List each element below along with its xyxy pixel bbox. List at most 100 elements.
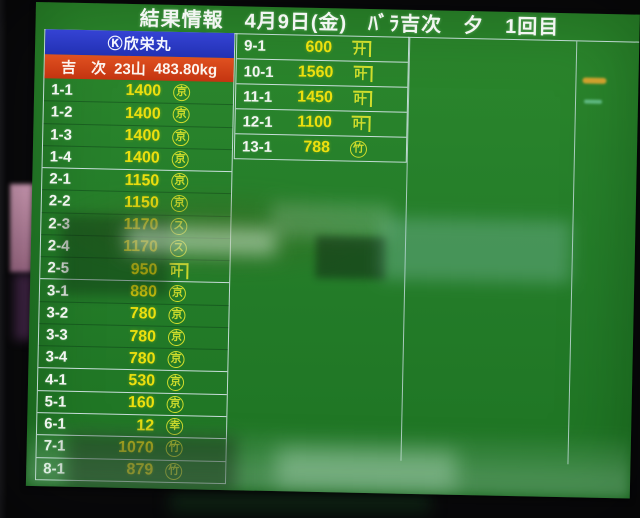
lot-count-label: 23山 (113, 60, 146, 78)
buyer-mark-icon: 京 (168, 284, 187, 302)
mark-cell: 叶 (347, 90, 408, 108)
mark-cell: 叶 (347, 65, 408, 83)
auction-result-row: 11-1 1450 叶 (235, 83, 408, 112)
buyer-mark-icon: ス (169, 239, 188, 258)
mark-cell: ス (166, 239, 230, 258)
buyer-mark-icon: 竹 (349, 140, 368, 158)
lot-number: 1-2 (50, 103, 73, 122)
mark-cell: 京 (164, 328, 228, 347)
screen-reflection-orange-dash (582, 77, 607, 84)
lot-number: 3-3 (45, 326, 68, 344)
buyer-mark-icon: 廾 (351, 40, 372, 57)
price-value: 1400 (124, 104, 161, 123)
price-value: 780 (129, 327, 157, 346)
mark-cell: 京 (167, 173, 231, 191)
bezel-reflection-bottom (170, 492, 430, 514)
price-value: 788 (303, 138, 331, 157)
price-value: 950 (130, 260, 158, 279)
price-value: 1400 (123, 149, 160, 168)
right-rows-container: 9-1 600 廾 10-1 1560 叶 11-1 1450 (234, 33, 409, 162)
lot-number: 4-1 (44, 370, 67, 389)
price-value: 1150 (124, 171, 160, 190)
lot-number: 3-1 (46, 281, 69, 300)
buyer-mark-icon: 京 (168, 306, 186, 324)
total-weight-label: 483.80kg (153, 59, 218, 79)
buyer-mark-icon: 叶 (351, 115, 372, 133)
buyer-mark-icon: 京 (172, 128, 190, 146)
buyer-mark-icon: 京 (170, 195, 188, 213)
price-value: 160 (127, 394, 155, 412)
mark-cell: 京 (168, 150, 232, 169)
price-value: 530 (128, 372, 156, 390)
buyer-mark-icon: 竹 (165, 462, 183, 480)
screen-reflection-bottom-blob (275, 447, 457, 491)
buyer-mark-icon: 京 (166, 373, 185, 391)
buyer-mark-icon: 叶 (353, 65, 373, 83)
price-value: 1150 (123, 193, 159, 212)
screen-reflection-harbor (380, 217, 572, 284)
buyer-mark-icon: 京 (171, 150, 189, 169)
buyer-mark-icon: 京 (172, 83, 191, 101)
right-results-table: 9-1 600 廾 10-1 1560 叶 11-1 1450 (233, 33, 410, 163)
mark-cell: 京 (163, 351, 227, 369)
lot-number: 13-1 (241, 137, 273, 156)
lot-number: 2-4 (47, 237, 70, 255)
mark-cell: 叶 (165, 262, 229, 280)
mark-cell: 幸 (162, 417, 226, 436)
lot-number: 7-1 (43, 437, 66, 456)
mark-cell: ス (166, 217, 230, 235)
price-value: 1170 (123, 216, 159, 234)
mark-cell: 竹 (344, 140, 406, 158)
buyer-mark-icon: ス (170, 217, 188, 235)
price-value: 780 (129, 305, 157, 323)
buyer-mark-icon: 京 (171, 173, 189, 191)
screen-reflection-silhouette (315, 235, 387, 280)
lot-number: 11-1 (242, 87, 273, 106)
price-value: 1400 (124, 127, 161, 145)
lot-number: 8-1 (43, 459, 66, 478)
price-value: 780 (128, 349, 156, 368)
auction-result-row: 10-1 1560 叶 (236, 58, 408, 87)
screen-reflection-teal-dash (583, 99, 603, 104)
mark-cell: 京 (169, 83, 233, 101)
lot-number: 6-1 (43, 415, 67, 433)
lot-number: 1-3 (50, 125, 73, 144)
auction-result-row: 9-1 600 廾 (237, 33, 408, 62)
lot-number: 2-2 (48, 192, 71, 211)
mark-cell: 京 (164, 306, 228, 325)
mark-cell: 京 (163, 373, 227, 391)
mark-cell: 京 (168, 128, 232, 146)
price-value: 1170 (122, 238, 159, 257)
mark-cell: 竹 (161, 440, 225, 458)
price-value: 880 (130, 283, 158, 301)
screen-reflection-mid (271, 201, 392, 240)
buyer-mark-icon: 京 (167, 328, 186, 347)
buyer-mark-icon: 京 (172, 106, 190, 124)
mark-cell: 京 (165, 284, 229, 302)
mark-cell: 竹 (161, 462, 225, 480)
price-value: 879 (126, 461, 154, 479)
auction-result-row: 12-1 1100 叶 (235, 108, 407, 137)
price-value: 1560 (297, 63, 334, 82)
grid-column-line-2 (567, 41, 578, 465)
lot-number: 2-1 (49, 170, 72, 188)
left-rows-container: 1-1 1400 京 1-2 1400 京 1-3 1400 (36, 78, 233, 483)
lot-number: 3-2 (46, 304, 69, 322)
lot-number: 10-1 (243, 62, 274, 81)
price-value: 1450 (297, 88, 334, 107)
price-value: 1100 (297, 113, 333, 132)
price-value: 1070 (117, 438, 154, 457)
buyer-mark-icon: 叶 (352, 90, 373, 108)
species-label: 吉 次 (60, 59, 107, 77)
buyer-mark-icon: 叶 (169, 262, 189, 279)
bezel-edge-highlight (0, 0, 7, 518)
mark-cell: 叶 (346, 115, 407, 133)
mark-cell: 京 (162, 395, 226, 414)
lot-number: 5-1 (44, 393, 67, 411)
mark-cell: 京 (167, 195, 231, 213)
buyer-mark-icon: 京 (166, 395, 184, 414)
lot-number: 2-3 (48, 215, 71, 233)
buyer-mark-icon: 幸 (165, 417, 184, 436)
lot-number: 9-1 (243, 37, 266, 55)
